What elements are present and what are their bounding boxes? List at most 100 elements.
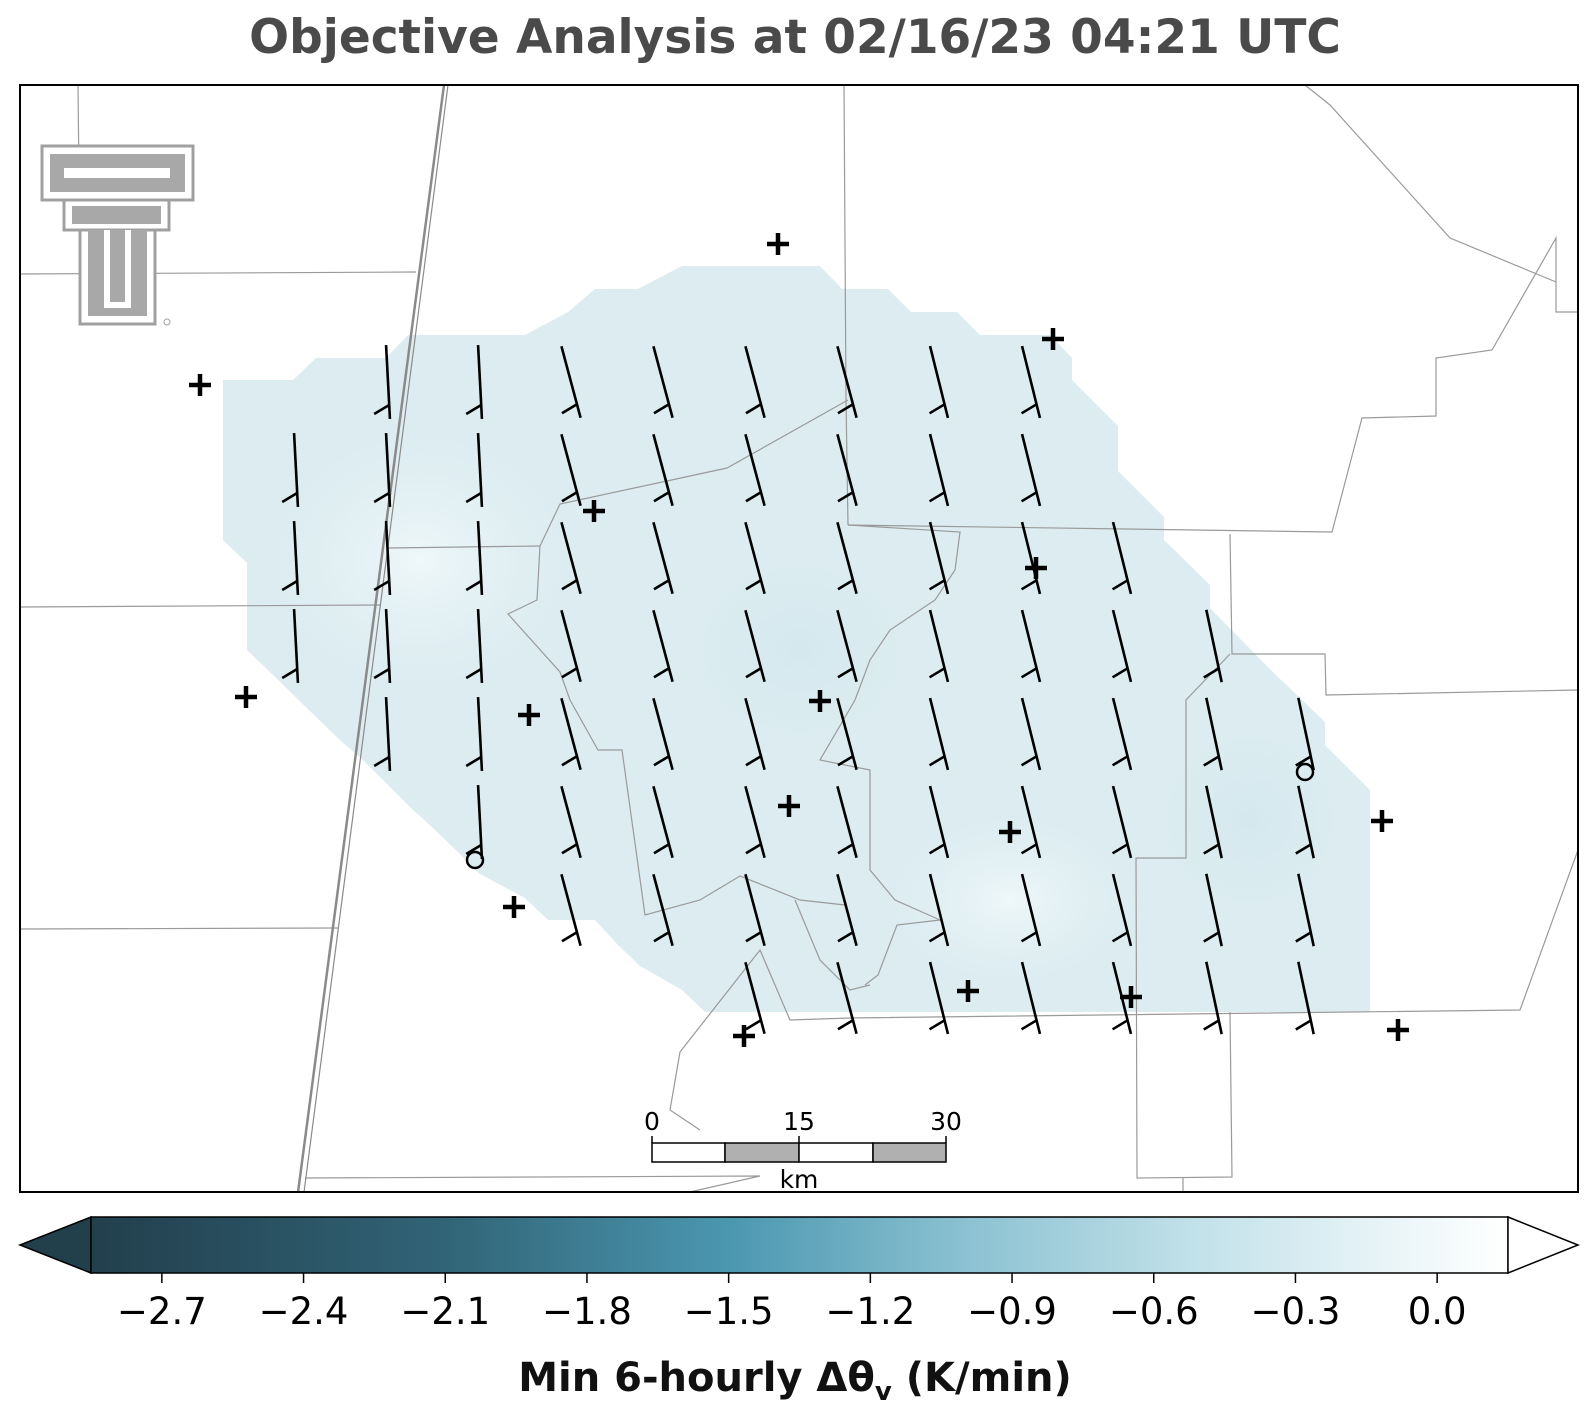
- colorbar-tick-label: −2.1: [400, 1290, 490, 1333]
- wind-barb-flag: [561, 667, 578, 679]
- wind-barb-flag: [837, 755, 854, 767]
- station-circle-marker: [1295, 762, 1315, 782]
- colorbar-tick-label: −2.4: [259, 1290, 349, 1333]
- wind-barb-flag: [653, 491, 670, 503]
- wind-barb: [652, 521, 674, 595]
- wind-barb-flag: [1111, 931, 1129, 943]
- wind-barb: [1205, 961, 1223, 1035]
- station-plus-marker: [1025, 557, 1047, 579]
- wind-barb: [1020, 961, 1042, 1035]
- texas-tech-logo: [40, 144, 195, 326]
- wind-barb: [744, 345, 766, 419]
- wind-barb: [384, 696, 392, 772]
- wind-barb-flag: [1295, 755, 1312, 767]
- wind-barb-flag: [837, 579, 854, 591]
- wind-barb-flag: [653, 579, 670, 591]
- wind-barb-flag: [1111, 755, 1129, 767]
- scale-tick-30: 30: [930, 1107, 962, 1136]
- wind-barb: [384, 520, 392, 596]
- colorbar-body: [90, 1216, 1509, 1274]
- wind-barb-flag: [745, 403, 762, 415]
- wind-barb: [384, 432, 392, 508]
- wind-barb: [476, 784, 484, 860]
- wind-barb-flag: [928, 403, 946, 415]
- station-plus-marker: [235, 686, 257, 708]
- wind-barb-flag: [928, 667, 946, 679]
- wind-barb: [1111, 521, 1133, 595]
- wind-barb: [652, 345, 674, 419]
- colorbar-tick-label: −0.3: [1251, 1290, 1341, 1333]
- wind-barb: [1020, 785, 1042, 859]
- wind-barb: [928, 609, 950, 683]
- wind-barb: [1020, 873, 1042, 947]
- wind-barb-flag: [281, 491, 298, 504]
- wind-barbs: [281, 344, 1315, 1035]
- wind-barb: [928, 345, 950, 419]
- wind-barb-flag: [653, 403, 670, 415]
- wind-barb-flag: [653, 755, 670, 767]
- wind-barb-flag: [561, 403, 578, 415]
- wind-barb-flag: [928, 755, 946, 767]
- station-plus-marker: [957, 980, 979, 1002]
- wind-barb-flag: [837, 843, 854, 855]
- wind-barb-flag: [1203, 931, 1220, 943]
- wind-barb: [1111, 609, 1133, 683]
- station-plus-marker: [1120, 986, 1142, 1008]
- wind-barb: [836, 961, 858, 1035]
- wind-barb: [560, 433, 582, 507]
- wind-barb: [928, 521, 950, 595]
- wind-barb: [836, 697, 858, 771]
- wind-barb: [292, 608, 300, 684]
- map-title: Objective Analysis at 02/16/23 04:21 UTC: [249, 10, 1341, 65]
- wind-barb-flag: [837, 403, 854, 415]
- wind-barb-flag: [837, 931, 854, 943]
- wind-barb: [384, 344, 392, 420]
- wind-barb-flag: [1020, 579, 1038, 591]
- wind-barb: [1111, 785, 1133, 859]
- station-plus-marker: [778, 795, 800, 817]
- colorbar-extend-min: [17, 1215, 92, 1275]
- wind-barb-flag: [837, 491, 854, 503]
- wind-barb: [476, 344, 484, 420]
- wind-barb-flag: [561, 931, 578, 943]
- station-plus-marker: [1371, 810, 1393, 832]
- wind-barb: [744, 697, 766, 771]
- wind-barb-flag: [1020, 843, 1038, 855]
- wind-barb-flag: [745, 667, 762, 679]
- wind-barb-flag: [1203, 755, 1220, 767]
- wind-barb-flag: [465, 755, 482, 768]
- colorbar-label-tail: (K/min): [891, 1355, 1072, 1401]
- wind-barb-flag: [928, 579, 946, 591]
- station-plus-marker: [189, 374, 211, 396]
- wind-barb: [744, 609, 766, 683]
- wind-barb-flag: [653, 931, 670, 943]
- wind-barb: [652, 433, 674, 507]
- wind-barb: [836, 345, 858, 419]
- wind-barb: [476, 432, 484, 508]
- wind-barb-flag: [1020, 667, 1038, 679]
- colorbar-tick-label: −0.6: [1109, 1290, 1199, 1333]
- wind-barb: [560, 697, 582, 771]
- wind-barb: [476, 608, 484, 684]
- wind-barb-flag: [1111, 667, 1129, 679]
- wind-barb-flag: [465, 403, 482, 416]
- map-panel: 0 15 30 km: [19, 84, 1579, 1194]
- wind-barb: [744, 961, 766, 1035]
- wind-barb-flag: [1295, 1019, 1312, 1031]
- wind-barb-flag: [1020, 403, 1038, 415]
- station-markers: [189, 233, 1409, 1047]
- wind-barb: [928, 785, 950, 859]
- wind-barb-flag: [928, 1019, 946, 1031]
- station-plus-marker: [503, 896, 525, 918]
- scale-bar: 0 15 30 km: [644, 1107, 962, 1194]
- wind-barb-flag: [281, 667, 298, 680]
- wind-barb: [1111, 697, 1133, 771]
- wind-barb-flag: [373, 579, 390, 592]
- wind-barb: [1111, 873, 1133, 947]
- colorbar-tick-label: −1.5: [684, 1290, 774, 1333]
- wind-barb: [744, 873, 766, 947]
- wind-barb-flag: [745, 491, 762, 503]
- wind-barb: [744, 521, 766, 595]
- wind-barb: [836, 521, 858, 595]
- wind-barb-flag: [745, 843, 762, 855]
